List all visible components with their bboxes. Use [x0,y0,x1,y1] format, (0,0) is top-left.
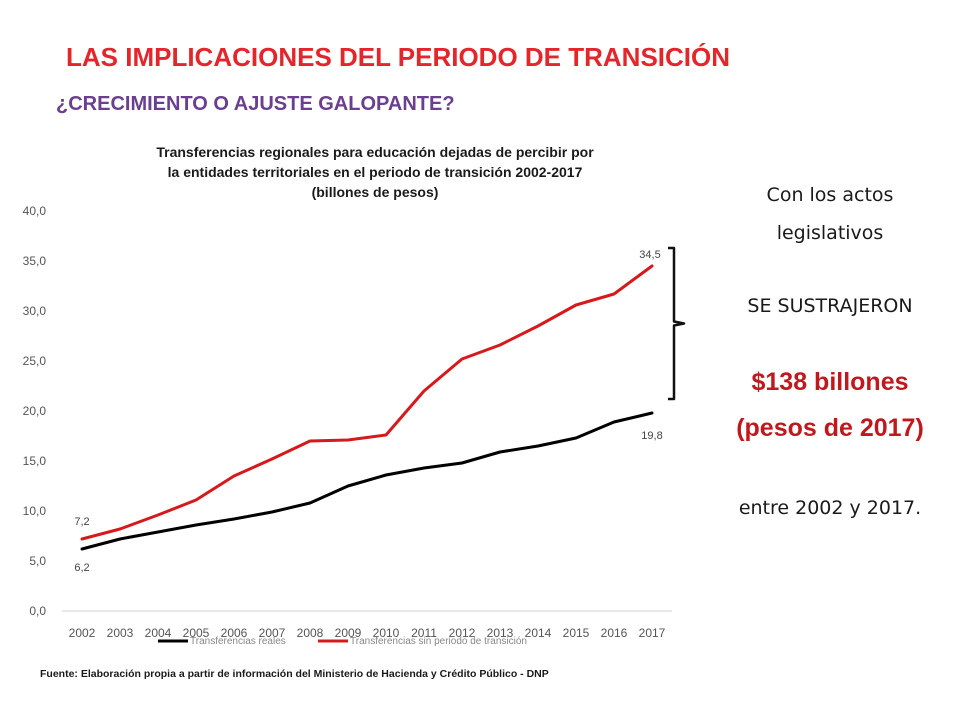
source-note: Fuente: Elaboración propia a partir de i… [40,668,549,680]
x-tick-label: 2015 [563,626,590,640]
page-subtitle: ¿CRECIMIENTO O AJUSTE GALOPANTE? [56,93,455,115]
y-tick-label: 0,0 [29,604,46,618]
data-label: 6,2 [74,562,89,574]
data-label: 19,8 [641,430,662,442]
x-tick-label: 2005 [183,626,210,640]
legend-label-real: Transferencias reales [190,636,286,647]
chart-title: Transferencias regionales para educación… [100,142,650,202]
y-tick-label: 35,0 [23,254,47,268]
x-tick-label: 2008 [297,626,324,640]
x-tick-label: 2003 [107,626,134,640]
x-tick-label: 2010 [373,626,400,640]
y-tick-label: 25,0 [23,354,47,368]
legend-label-sin-transicion: Transferencias sin periodo de transición [350,636,527,647]
side-text-line-2: legislativos [776,222,884,244]
side-text-line-3: SE SUSTRAJERON [747,295,913,317]
side-unit: (pesos de 2017) [736,414,924,442]
chart-title-line-3: (billones de pesos) [311,184,439,200]
x-tick-label: 2007 [259,626,286,640]
x-tick-label: 2014 [525,626,552,640]
series-line-real [80,411,654,551]
x-tick-label: 2012 [449,626,476,640]
x-tick-label: 2011 [411,626,437,640]
side-period: entre 2002 y 2017. [738,497,922,519]
y-tick-label: 5,0 [29,554,46,568]
difference-bracket [668,246,686,401]
y-tick-label: 10,0 [23,504,47,518]
x-tick-label: 2017 [639,626,666,640]
chart-title-line-1: Transferencias regionales para educación… [156,144,594,160]
y-tick-label: 15,0 [23,454,47,468]
y-tick-label: 40,0 [23,204,47,218]
y-tick-label: 20,0 [23,404,47,418]
page-title: LAS IMPLICACIONES DEL PERIODO DE TRANSIC… [66,42,731,72]
series-line-sin-transicion [80,264,654,541]
x-tick-label: 2006 [221,626,248,640]
x-tick-label: 2013 [487,626,514,640]
x-tick-label: 2002 [69,626,96,640]
y-tick-label: 30,0 [23,304,47,318]
x-tick-label: 2016 [601,626,628,640]
chart-title-line-2: la entidades territoriales en el periodo… [167,164,583,180]
x-tick-label: 2009 [335,626,362,640]
x-tick-label: 2004 [145,626,172,640]
data-label: 7,2 [74,516,89,528]
side-amount: $138 billones [751,368,909,396]
data-label: 34,5 [639,249,660,261]
side-text-line-1: Con los actos [766,184,894,206]
